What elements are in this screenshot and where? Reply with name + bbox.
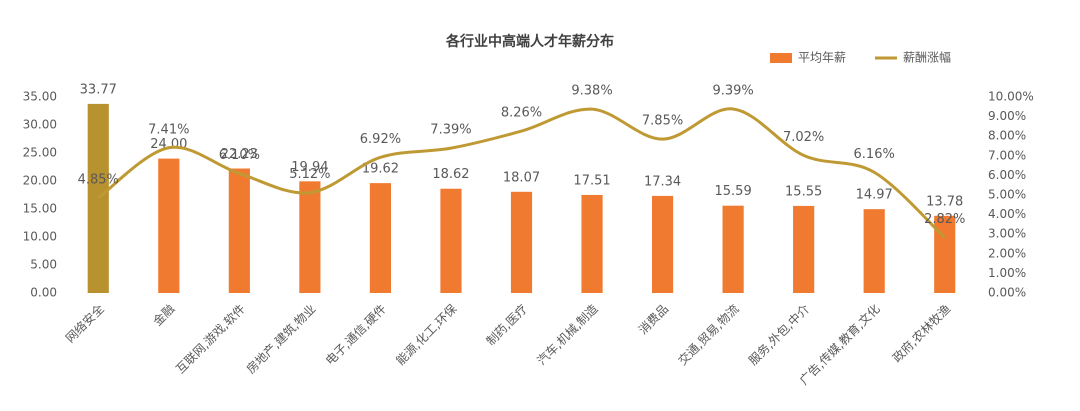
- y2-tick-label: 3.00%: [988, 227, 1026, 241]
- x-tick-label: 汽车,机械,制造: [534, 301, 601, 368]
- legend-swatch: [770, 53, 792, 63]
- line-value-label: 7.41%: [148, 122, 189, 137]
- bar-value-label: 19.94: [291, 160, 328, 175]
- y2-tick-label: 5.00%: [988, 188, 1026, 202]
- y-tick-label: 25.00: [23, 146, 57, 160]
- y2-tick-label: 8.00%: [988, 129, 1026, 143]
- bar: [581, 194, 603, 293]
- bar-value-label: 18.07: [503, 170, 540, 185]
- x-tick-label: 金融: [150, 301, 178, 329]
- line-value-label: 2.82%: [924, 212, 965, 227]
- y-tick-label: 15.00: [23, 202, 57, 216]
- bar-value-label: 24.00: [150, 137, 187, 152]
- line-value-label: 5.12%: [289, 167, 330, 182]
- bar: [651, 195, 674, 293]
- line-value-label: 8.26%: [501, 106, 542, 121]
- line-value-label: 9.38%: [571, 84, 612, 99]
- y-tick-label: 35.00: [23, 90, 57, 104]
- bar-value-label: 33.77: [80, 82, 117, 97]
- bar: [440, 188, 462, 293]
- y2-tick-label: 9.00%: [988, 109, 1026, 123]
- line: [97, 107, 946, 239]
- x-tick-label: 互联网,游戏,软件: [173, 302, 248, 377]
- bar: [158, 158, 180, 293]
- x-tick-label: 政府,农林牧渔: [889, 301, 953, 365]
- line-value-label: 7.39%: [430, 123, 471, 138]
- y2-tick-label: 10.00%: [988, 90, 1034, 104]
- line-value-label: 6.10%: [219, 148, 260, 163]
- x-tick-label: 消费品: [636, 302, 671, 337]
- y-tick-label: 10.00: [23, 230, 57, 244]
- line-value-label: 9.39%: [712, 83, 753, 98]
- bar-value-label: 14.97: [856, 188, 893, 203]
- legend-label: 薪酬涨幅: [903, 50, 951, 65]
- chart-title: 各行业中高端人才年薪分布: [445, 33, 614, 50]
- y2-tick-label: 0.00%: [988, 286, 1026, 300]
- y2-tick-label: 7.00%: [988, 148, 1026, 162]
- y2-tick-label: 4.00%: [988, 207, 1026, 221]
- bar-value-label: 19.62: [362, 162, 399, 177]
- x-tick-label: 交通,贸易,物流: [675, 301, 742, 368]
- y-tick-label: 30.00: [23, 118, 57, 132]
- x-tick-label: 制药,医疗: [484, 302, 531, 349]
- bar: [510, 191, 533, 293]
- bar-value-label: 15.59: [715, 184, 752, 199]
- bar: [87, 103, 109, 293]
- bar-value-label: 18.62: [432, 167, 469, 182]
- line-value-label: 6.16%: [854, 147, 895, 162]
- x-tick-label: 服务,外包,中介: [745, 301, 812, 368]
- bar: [793, 205, 815, 293]
- bar-value-label: 17.34: [644, 174, 681, 189]
- y2-tick-label: 2.00%: [988, 246, 1026, 260]
- legend-label: 平均年薪: [798, 51, 846, 65]
- bar: [299, 181, 321, 293]
- bar: [722, 205, 744, 293]
- y-tick-label: 0.00: [30, 286, 57, 300]
- y-tick-label: 5.00: [30, 258, 57, 272]
- bar: [863, 209, 885, 293]
- x-tick-label: 电子,通信,硬件: [323, 302, 389, 368]
- bar-value-label: 13.78: [926, 194, 963, 209]
- line-value-label: 7.02%: [783, 130, 824, 145]
- line-value-label: 6.92%: [360, 132, 401, 147]
- bar-value-label: 15.55: [785, 184, 822, 199]
- bar-value-label: 17.51: [573, 173, 610, 188]
- y-tick-label: 20.00: [23, 174, 57, 188]
- x-tick-label: 房地产,建筑,物业: [243, 301, 318, 376]
- bar: [934, 215, 956, 293]
- bar-value-label: 22.23: [221, 147, 258, 162]
- x-tick-label: 网络安全: [62, 301, 107, 346]
- y2-tick-label: 6.00%: [988, 168, 1026, 182]
- x-tick-label: 能源,化工,环保: [393, 302, 459, 368]
- bar: [369, 183, 392, 293]
- y2-tick-label: 1.00%: [988, 266, 1026, 280]
- line-value-label: 4.85%: [78, 172, 119, 187]
- bar: [228, 168, 250, 293]
- line-value-label: 7.85%: [642, 114, 683, 129]
